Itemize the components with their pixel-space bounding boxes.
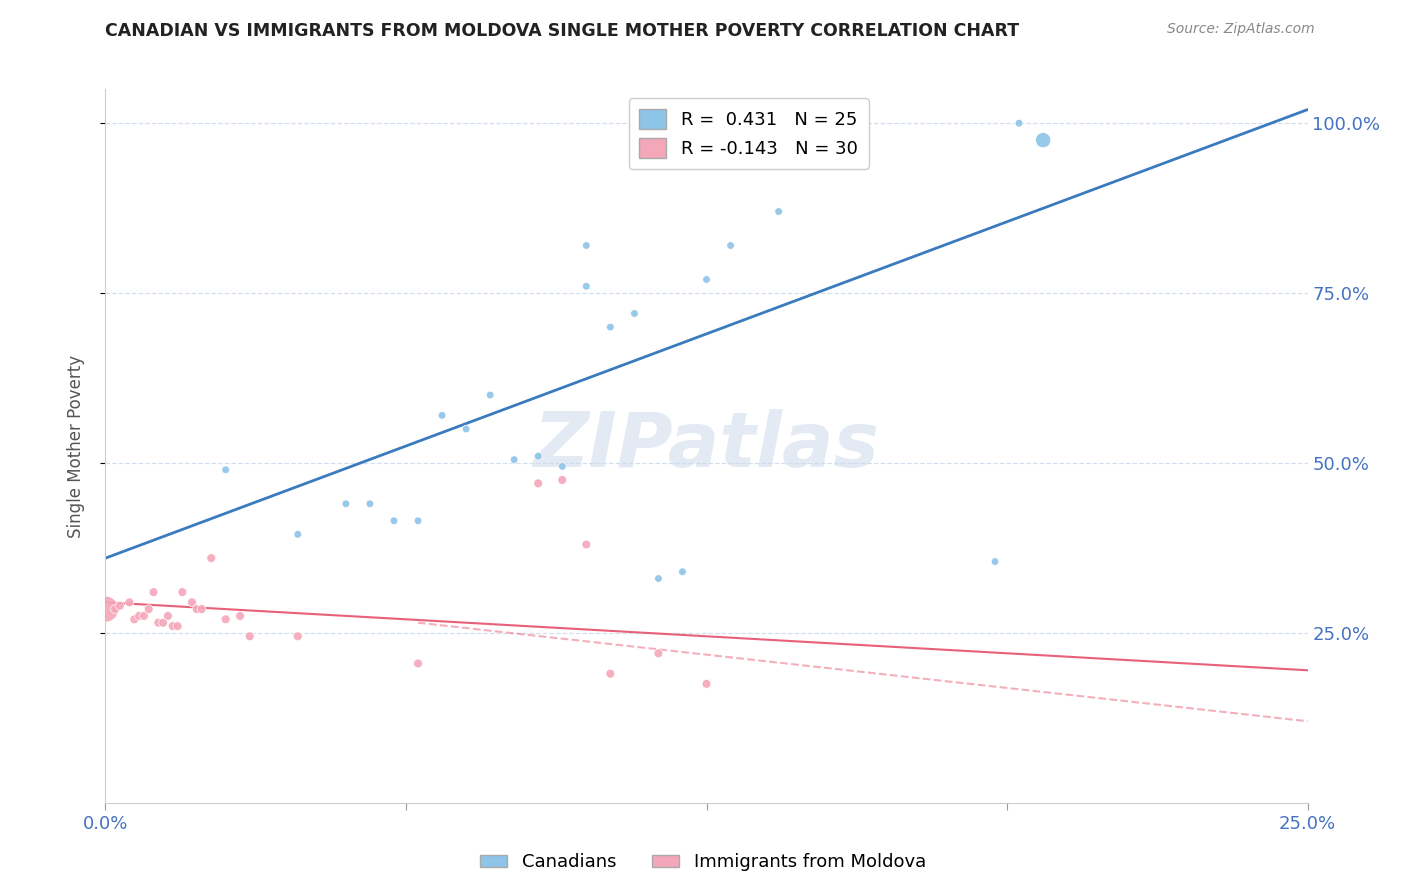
Point bbox=[647, 646, 669, 660]
Point bbox=[671, 565, 693, 579]
Point bbox=[148, 615, 170, 630]
Point bbox=[720, 238, 742, 252]
Point bbox=[124, 612, 146, 626]
Y-axis label: Single Mother Poverty: Single Mother Poverty bbox=[66, 354, 84, 538]
Point bbox=[172, 585, 194, 599]
Point bbox=[108, 599, 131, 613]
Point bbox=[1032, 133, 1054, 147]
Point bbox=[142, 585, 165, 599]
Point bbox=[118, 595, 141, 609]
Point bbox=[575, 238, 598, 252]
Point bbox=[696, 272, 718, 286]
Point bbox=[190, 602, 212, 616]
Point bbox=[239, 629, 262, 643]
Point bbox=[647, 572, 669, 586]
Point bbox=[430, 409, 453, 423]
Legend: Canadians, Immigrants from Moldova: Canadians, Immigrants from Moldova bbox=[472, 847, 934, 879]
Point bbox=[94, 602, 117, 616]
Point bbox=[551, 473, 574, 487]
Point bbox=[382, 514, 405, 528]
Point bbox=[599, 320, 621, 334]
Point bbox=[406, 514, 429, 528]
Point bbox=[156, 608, 179, 623]
Point bbox=[287, 629, 309, 643]
Point bbox=[479, 388, 502, 402]
Point bbox=[454, 422, 477, 436]
Point bbox=[128, 608, 150, 623]
Point bbox=[575, 537, 598, 551]
Point bbox=[359, 497, 381, 511]
Point bbox=[214, 612, 236, 626]
Point bbox=[984, 555, 1007, 569]
Point bbox=[229, 608, 252, 623]
Point bbox=[406, 657, 429, 671]
Point bbox=[104, 602, 127, 616]
Point bbox=[138, 602, 160, 616]
Point bbox=[1008, 116, 1031, 130]
Point bbox=[792, 133, 814, 147]
Point bbox=[768, 204, 790, 219]
Point bbox=[186, 602, 208, 616]
Point bbox=[527, 449, 550, 463]
Point bbox=[166, 619, 188, 633]
Point bbox=[503, 452, 526, 467]
Point bbox=[132, 608, 155, 623]
Point bbox=[152, 615, 174, 630]
Legend: R =  0.431   N = 25, R = -0.143   N = 30: R = 0.431 N = 25, R = -0.143 N = 30 bbox=[628, 98, 869, 169]
Point bbox=[599, 666, 621, 681]
Point bbox=[287, 527, 309, 541]
Text: CANADIAN VS IMMIGRANTS FROM MOLDOVA SINGLE MOTHER POVERTY CORRELATION CHART: CANADIAN VS IMMIGRANTS FROM MOLDOVA SING… bbox=[105, 22, 1019, 40]
Point bbox=[200, 551, 222, 566]
Point bbox=[214, 463, 236, 477]
Text: Source: ZipAtlas.com: Source: ZipAtlas.com bbox=[1167, 22, 1315, 37]
Point bbox=[181, 595, 204, 609]
Point bbox=[527, 476, 550, 491]
Point bbox=[335, 497, 357, 511]
Point bbox=[623, 306, 645, 320]
Text: ZIPatlas: ZIPatlas bbox=[533, 409, 880, 483]
Point bbox=[696, 677, 718, 691]
Point bbox=[162, 619, 184, 633]
Point bbox=[575, 279, 598, 293]
Point bbox=[551, 459, 574, 474]
